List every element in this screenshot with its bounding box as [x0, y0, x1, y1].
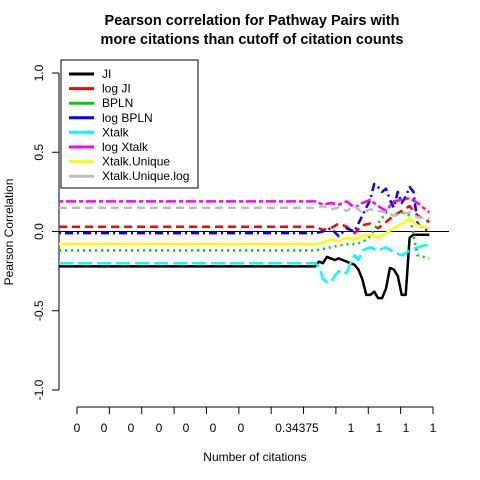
y-tick-label-3: 0.5	[32, 144, 46, 161]
series-line-7	[59, 204, 430, 221]
x-tick-label-6: 0	[238, 421, 245, 435]
x-tick-label-5: 0	[210, 421, 217, 435]
legend-box	[60, 59, 199, 189]
series-line-5	[59, 196, 431, 214]
x-tick-label-4: 0	[183, 421, 190, 435]
x-tick-label-9: 1	[376, 421, 383, 435]
x-tick-label-2: 0	[128, 421, 135, 435]
y-axis-label: Pearson Correlation	[2, 179, 16, 286]
x-tick-label-10: 1	[403, 421, 410, 435]
x-tick-label-0: 0	[74, 421, 81, 435]
series-line-3	[59, 182, 430, 238]
series-line-0	[59, 233, 430, 300]
y-tick-label-2: 0.0	[32, 223, 46, 240]
y-tick-label-0: -1.0	[32, 379, 46, 400]
x-tick-label-1: 0	[101, 421, 108, 435]
legend-label-4: Xtalk	[102, 125, 130, 139]
chart-title-line1: Pearson correlation for Pathway Pairs wi…	[105, 13, 400, 29]
plot-layer: -1.0-0.50.00.51.00 0 0 0 0 0 0 0.34375 1 1 1 1JIlog…	[32, 59, 449, 435]
x-axis-label: Number of citations	[203, 450, 306, 464]
legend-label-1: log JI	[102, 82, 131, 96]
legend-label-0: JI	[102, 67, 111, 81]
legend-label-3: log BPLN	[102, 111, 153, 125]
y-tick-label-4: 1.0	[32, 64, 46, 81]
x-tick-label-11: 1	[430, 421, 437, 435]
series-line-4	[59, 242, 430, 284]
y-tick-label-1: -0.5	[32, 300, 46, 321]
legend-label-6: Xtalk.Unique	[102, 155, 170, 169]
series-line-6	[59, 217, 430, 246]
x-tick-label-8: 1	[348, 421, 355, 435]
legend-label-5: log Xtalk	[102, 140, 149, 154]
legend-label-2: BPLN	[102, 96, 133, 110]
x-tick-label-3: 0	[156, 421, 163, 435]
series-line-1	[59, 204, 430, 235]
x-tick-label-7: 0.34375	[275, 421, 319, 435]
legend-label-7: Xtalk.Unique.log	[102, 169, 189, 183]
chart-title-line2: more citations than cutoff of citation c…	[101, 32, 404, 48]
